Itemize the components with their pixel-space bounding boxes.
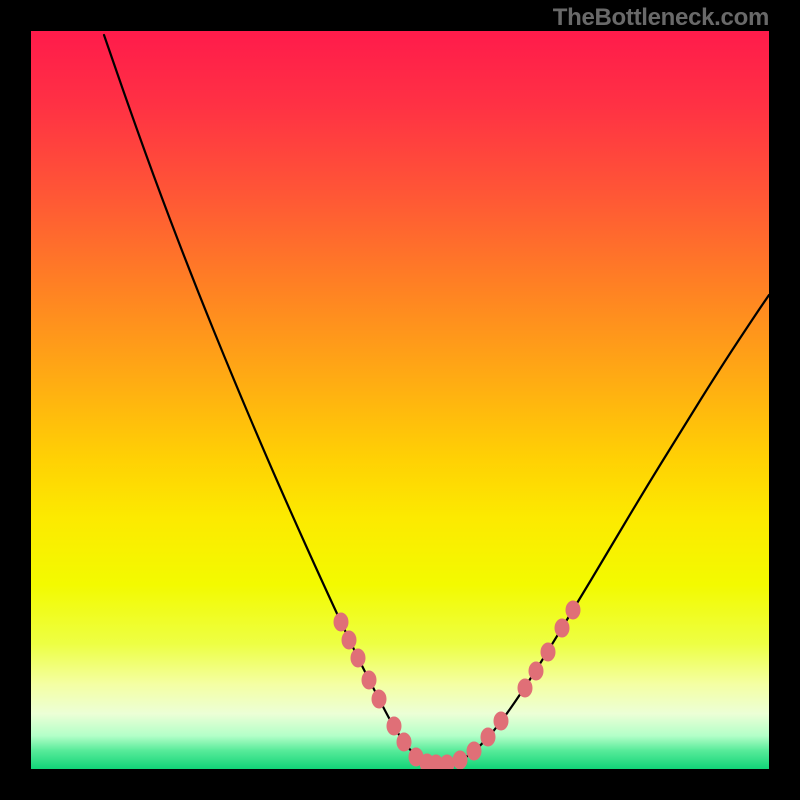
data-marker	[351, 649, 365, 667]
data-marker	[440, 755, 454, 769]
data-marker	[387, 717, 401, 735]
data-marker	[334, 613, 348, 631]
plot-area	[31, 31, 769, 769]
bottleneck-chart	[31, 31, 769, 769]
data-marker	[529, 662, 543, 680]
data-marker	[494, 712, 508, 730]
data-marker	[453, 751, 467, 769]
data-marker	[566, 601, 580, 619]
data-marker	[481, 728, 495, 746]
data-marker	[518, 679, 532, 697]
data-marker	[541, 643, 555, 661]
data-marker	[342, 631, 356, 649]
watermark-text: TheBottleneck.com	[553, 4, 769, 32]
chart-frame: TheBottleneck.com	[0, 0, 800, 800]
data-marker	[555, 619, 569, 637]
data-marker	[467, 742, 481, 760]
data-marker	[372, 690, 386, 708]
data-marker	[397, 733, 411, 751]
data-marker	[362, 671, 376, 689]
